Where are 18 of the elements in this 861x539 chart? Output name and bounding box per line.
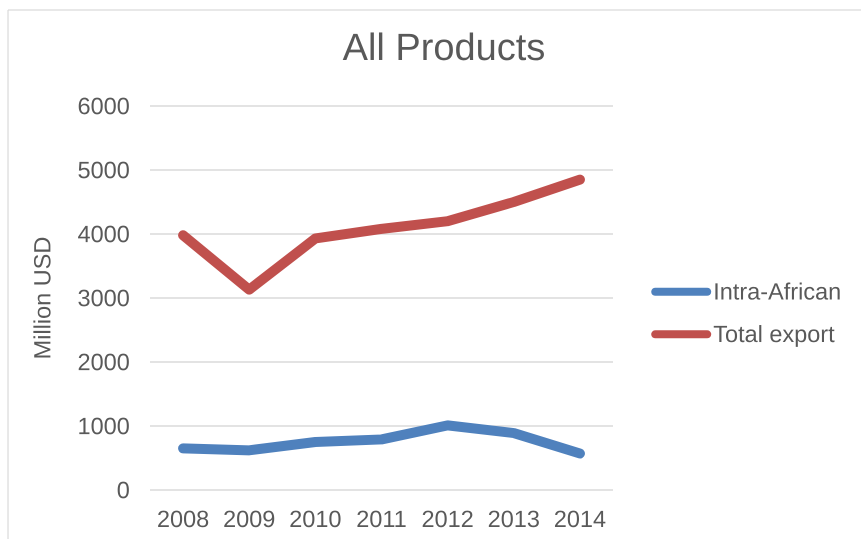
x-tick-label: 2010 <box>290 510 341 528</box>
y-tick-label: 1000 <box>79 418 129 434</box>
y-tick-label: 4000 <box>78 226 129 242</box>
y-tick-label: 3000 <box>78 290 129 306</box>
x-tick-label: 2013 <box>488 510 539 528</box>
y-tick-label: 5000 <box>78 162 129 178</box>
chart-title: All Products <box>342 32 544 60</box>
y-tick-label: 6000 <box>78 98 129 114</box>
x-tick-label: 2009 <box>224 510 274 528</box>
x-tick-label: 2008 <box>158 510 208 528</box>
legend-label: Intra-African <box>715 282 840 300</box>
x-tick-label: 2014 <box>554 510 606 528</box>
x-tick-label: 2011 <box>357 510 406 528</box>
y-tick-label: 2000 <box>78 354 129 370</box>
x-tick-label: 2012 <box>422 510 473 528</box>
y-axis-title: Million USD <box>33 238 51 358</box>
legend-label: Total export <box>714 325 834 347</box>
y-tick-label: 0 <box>118 482 129 498</box>
